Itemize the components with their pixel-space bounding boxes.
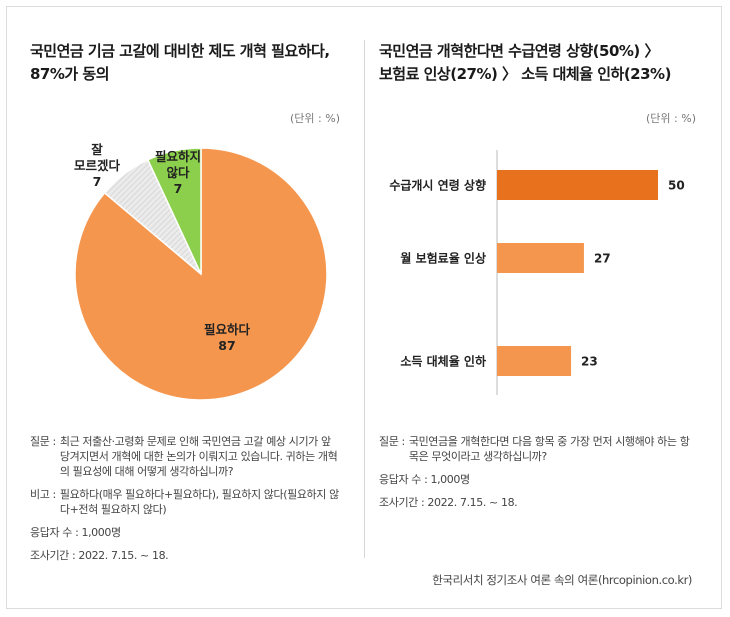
pie-label-not-necessary: 필요하지 않다 7 <box>155 149 201 196</box>
pie-slice-not-necessary <box>146 147 202 275</box>
pie-value-label: 7 <box>174 181 183 196</box>
left-respondents: 응답자 수 : 1,000명 <box>30 526 121 539</box>
bar-value-label: 23 <box>581 355 598 369</box>
left-title-line2: 87%가 동의 <box>30 65 110 83</box>
pie-value-label: 87 <box>218 338 235 353</box>
right-title-line1: 국민연금 개혁한다면 수급연령 상향(50%) 〉 <box>379 42 660 60</box>
figure-frame <box>6 6 722 609</box>
right-panel: 국민연금 개혁한다면 수급연령 상향(50%) 〉 보험료 인상(27%) 〉 … <box>365 0 730 617</box>
left-question: 질문 : 최근 저출산·고령화 문제로 인해 국민연금 고갈 예상 시기가 앞당… <box>30 434 340 479</box>
bar-category-label: 소득 대체율 인하 <box>400 354 486 369</box>
left-period: 조사기간 : 2022. 7.15. ~ 18. <box>30 549 169 562</box>
source-credit: 한국리서치 정기조사 여론 속의 여론(hrcopinion.co.kr) <box>432 573 692 587</box>
bar-category-label: 월 보험료율 인상 <box>400 251 486 266</box>
left-unit-label: (단위 : %) <box>290 112 340 125</box>
bar-chart: 수급개시 연령 상향 50 월 보험료율 인상 27 소득 대체율 인하 23 <box>389 150 685 395</box>
pie-label-dont-know: 잘 모르겠다 7 <box>74 142 121 189</box>
right-question: 질문 : 국민연금을 개혁한다면 다음 항목 중 가장 먼저 시행해야 하는 항… <box>379 434 699 464</box>
left-remark: 비고 : 필요하다(매우 필요하다+필요하다), 필요하지 않다(필요하지 않다… <box>30 487 340 517</box>
bar-2 <box>497 243 584 273</box>
pie-chart: 필요하다 87 잘 모르겠다 7 필요하지 않다 7 <box>74 142 328 401</box>
left-question-text: 최근 저출산·고령화 문제로 인해 국민연금 고갈 예상 시기가 앞당겨지면서 … <box>59 435 338 478</box>
left-title: 국민연금 기금 고갈에 대비한 제도 개혁 필요하다, 87%가 동의 <box>30 40 350 86</box>
right-question-label: 질문 : <box>379 435 405 448</box>
left-notes: 질문 : 최근 저출산·고령화 문제로 인해 국민연금 고갈 예상 시기가 앞당… <box>30 434 340 571</box>
right-question-text: 국민연금을 개혁한다면 다음 항목 중 가장 먼저 시행해야 하는 항목은 무엇… <box>408 435 690 463</box>
pie-label-necessary: 필요하다 87 <box>204 322 251 353</box>
left-panel: 국민연금 기금 고갈에 대비한 제도 개혁 필요하다, 87%가 동의 (단위 … <box>0 0 364 617</box>
left-remark-text: 필요하다(매우 필요하다+필요하다), 필요하지 않다(필요하지 않다+전혀 필… <box>59 488 339 516</box>
panel-divider <box>364 40 365 558</box>
left-remark-label: 비고 : <box>30 488 56 501</box>
right-notes: 질문 : 국민연금을 개혁한다면 다음 항목 중 가장 먼저 시행해야 하는 항… <box>379 434 699 518</box>
right-period: 조사기간 : 2022. 7.15. ~ 18. <box>379 496 518 509</box>
bar-1 <box>497 170 658 200</box>
bar-value-label: 50 <box>668 179 685 193</box>
right-title-line2: 보험료 인상(27%) 〉 소득 대체율 인하(23%) <box>379 65 671 83</box>
bar-value-label: 27 <box>594 252 611 266</box>
left-question-label: 질문 : <box>30 435 56 448</box>
right-unit-label: (단위 : %) <box>646 112 696 125</box>
right-title: 국민연금 개혁한다면 수급연령 상향(50%) 〉 보험료 인상(27%) 〉 … <box>379 40 719 86</box>
right-respondents: 응답자 수 : 1,000명 <box>379 473 470 486</box>
left-title-line1: 국민연금 기금 고갈에 대비한 제도 개혁 필요하다, <box>30 42 330 60</box>
bar-category-label: 수급개시 연령 상향 <box>389 178 486 193</box>
bar-3 <box>497 346 572 376</box>
pie-value-label: 7 <box>93 174 102 189</box>
